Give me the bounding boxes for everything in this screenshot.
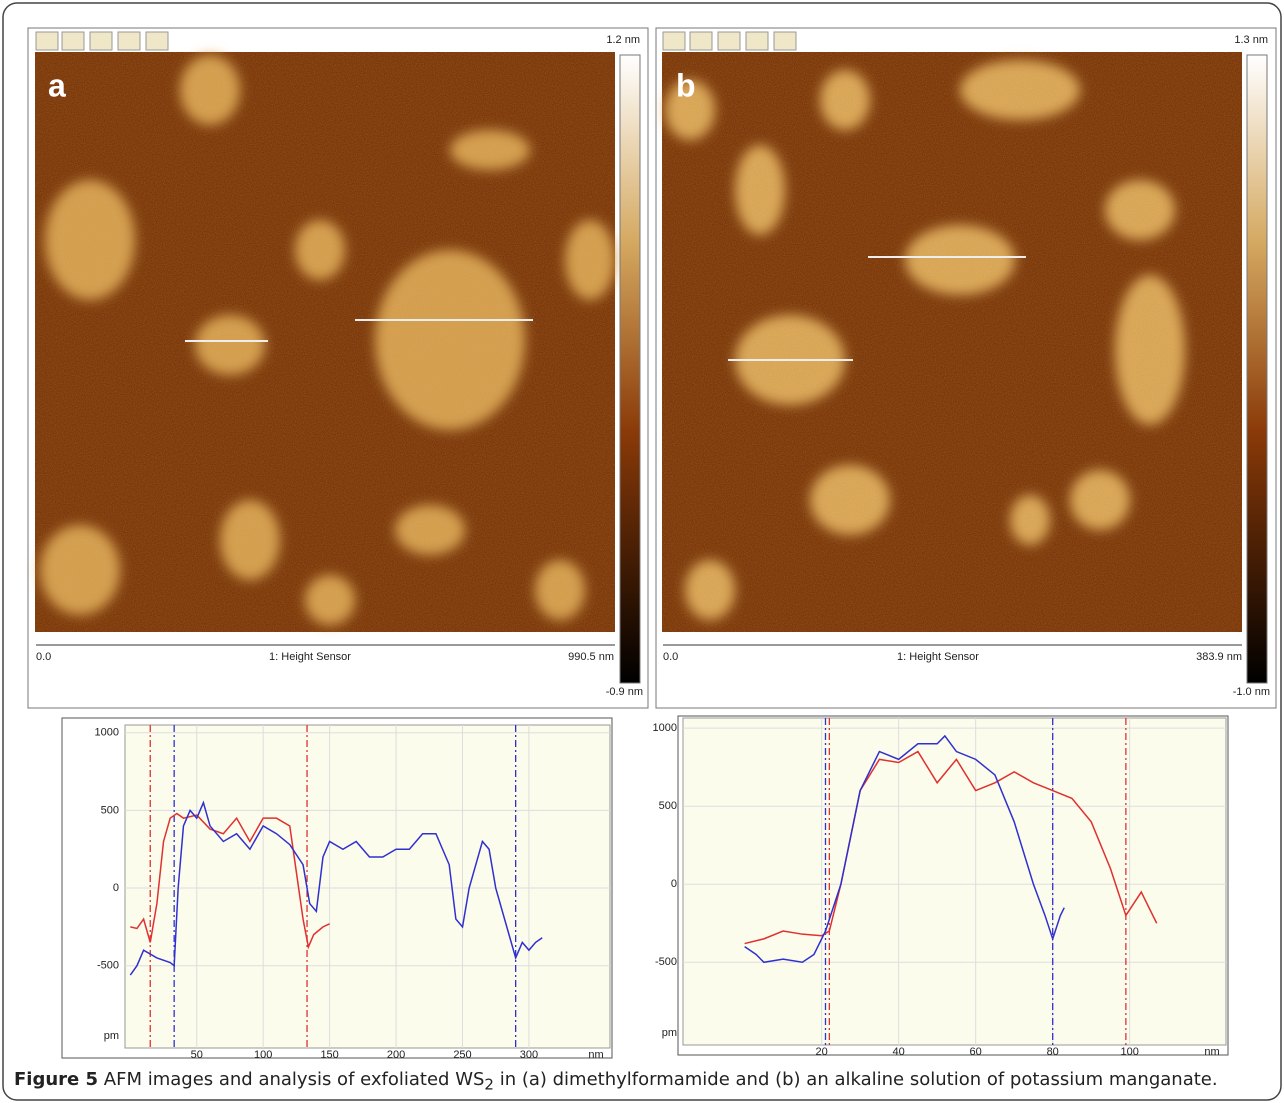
axis-start: 0.0 [663,651,678,663]
afm-panel: a 1.2 nm -0.9 nm 0.0 1: Height Sensor 99… [27,27,649,709]
channel-label: 1: Height Sensor [269,651,351,663]
y-axis-label: pm [104,1030,119,1042]
panel-label: b [676,67,696,103]
plot-area [682,717,1227,1046]
y-axis-label: pm [662,1027,677,1039]
y-tick-label: 500 [659,800,677,812]
y-tick-label: -500 [97,960,119,972]
x-tick-label: 20 [816,1046,828,1058]
x-axis-label: nm [1204,1046,1219,1058]
plot-area [124,724,611,1049]
y-tick-label: 0 [113,882,119,894]
x-tick-label: 250 [453,1049,471,1061]
axis-start: 0.0 [36,651,51,663]
profile-line [744,750,1158,945]
scale-max: 1.3 nm [1234,34,1268,46]
scale-min: -1.0 nm [1233,686,1270,698]
y-tick-label: 1000 [653,722,677,734]
caption-label: Figure 5 [14,1069,99,1090]
y-tick-label: 0 [671,878,677,890]
scale-max: 1.2 nm [606,34,640,46]
x-tick-label: 80 [1047,1046,1059,1058]
x-tick-label: 150 [320,1049,338,1061]
y-tick-label: 1000 [95,727,119,739]
caption-subscript: 2 [484,1075,494,1094]
profile-line [130,812,330,950]
axis-end: 990.5 nm [568,651,614,663]
axis-end: 383.9 nm [1196,651,1242,663]
x-tick-label: 60 [970,1046,982,1058]
channel-label: 1: Height Sensor [897,651,979,663]
x-axis-label: nm [588,1049,603,1061]
caption-text: AFM images and analysis of exfoliated WS [103,1069,485,1090]
y-tick-label: -500 [655,956,677,968]
x-tick-label: 100 [1121,1046,1139,1058]
x-tick-label: 300 [520,1049,538,1061]
profile-line [744,734,1065,964]
panel-label: a [48,67,66,103]
y-tick-label: 500 [101,804,119,816]
afm-panel: b 1.3 nm -1.0 nm 0.0 1: Height Sensor 38… [655,27,1277,709]
scale-min: -0.9 nm [606,686,643,698]
caption-text: in (a) dimethylformamide and (b) an alka… [493,1069,1218,1090]
x-tick-label: 50 [191,1049,203,1061]
caption: Figure 5 AFM images and analysis of exfo… [14,1069,1218,1094]
x-tick-label: 100 [254,1049,272,1061]
x-tick-label: 200 [387,1049,405,1061]
profile-line [129,800,543,976]
x-tick-label: 40 [893,1046,905,1058]
